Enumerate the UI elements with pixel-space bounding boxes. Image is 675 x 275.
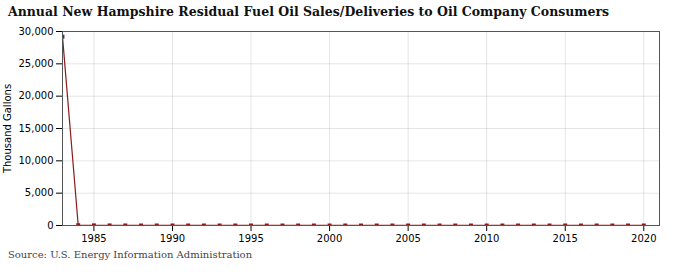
svg-text:25,000: 25,000 — [19, 58, 54, 69]
svg-text:2020: 2020 — [631, 233, 656, 244]
svg-text:1985: 1985 — [81, 233, 106, 244]
svg-text:2010: 2010 — [474, 233, 499, 244]
svg-text:1990: 1990 — [160, 233, 185, 244]
svg-text:15,000: 15,000 — [19, 123, 54, 134]
svg-text:30,000: 30,000 — [19, 26, 54, 37]
svg-text:2015: 2015 — [553, 233, 578, 244]
html-text:Annual New Hampshire Residual: Annual New Hampshire Residual Fuel Oil S… — [8, 4, 610, 19]
svg-text:0: 0 — [47, 220, 53, 231]
svg-text:20,000: 20,000 — [19, 90, 54, 101]
svg-text:10,000: 10,000 — [19, 155, 54, 166]
html-text:Source: U.S. Energy Informatio: Source: U.S. Energy Information Administ… — [8, 249, 253, 260]
svg-text:2000: 2000 — [317, 233, 342, 244]
svg-text:5,000: 5,000 — [25, 187, 54, 198]
svg-text:Thousand Gallons: Thousand Gallons — [2, 84, 13, 174]
svg-text:1995: 1995 — [238, 233, 263, 244]
svg-text:2005: 2005 — [395, 233, 420, 244]
